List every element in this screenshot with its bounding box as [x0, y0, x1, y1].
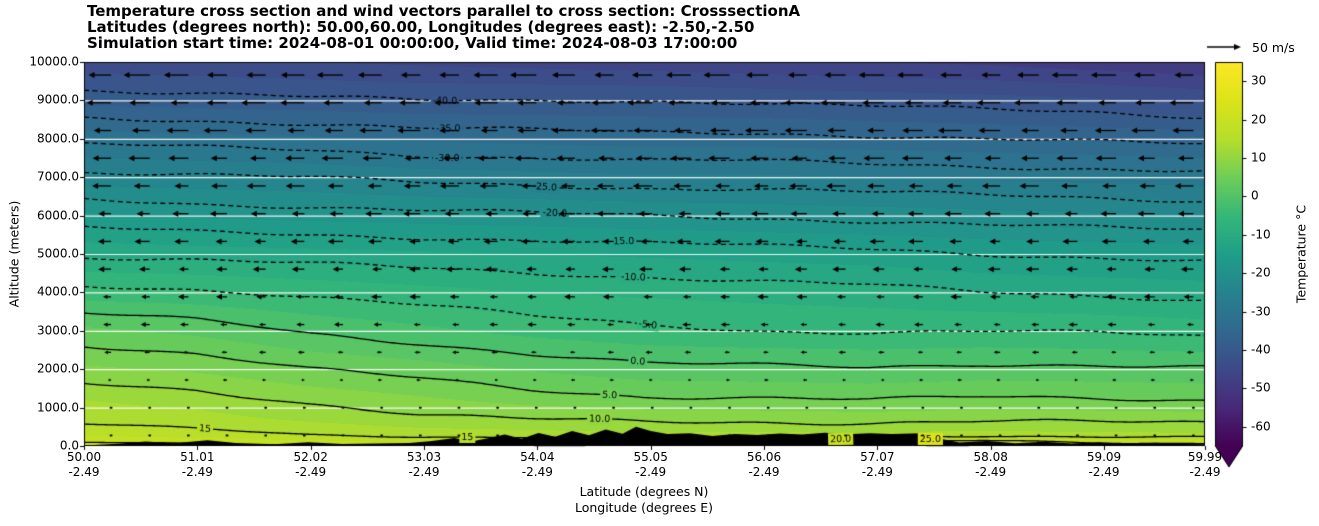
x-tick-label: 53.03 -2.49: [407, 450, 441, 480]
y-tick-label: 2000.0: [37, 361, 79, 376]
x-tick-latitude: 54.04: [520, 450, 555, 464]
x-tick-label: 51.01 -2.49: [180, 450, 214, 480]
x-tick-latitude: 55.05: [633, 450, 668, 464]
title-line-2: Latitudes (degrees north): 50.00,60.00, …: [87, 18, 755, 36]
x-tick-longitude: -2.49: [635, 465, 667, 479]
colorbar-label: Temperature °C: [1293, 204, 1309, 304]
x-tick-label: 56.06 -2.49: [747, 450, 781, 480]
x-tick-label: 52.02 -2.49: [293, 450, 327, 480]
x-tick-label: 54.04 -2.49: [520, 450, 554, 480]
colorbar-tick-label: -20: [1251, 265, 1271, 280]
y-tick-label: 9000.0: [37, 92, 79, 107]
x-tick-longitude: -2.49: [1088, 465, 1120, 479]
x-tick-label: 50.00 -2.49: [67, 450, 101, 480]
colorbar-tick-label: -30: [1251, 304, 1271, 319]
x-tick-latitude: 51.01: [180, 450, 215, 464]
colorbar-tick-label: -10: [1251, 227, 1271, 242]
colorbar-tick-label: -40: [1251, 342, 1271, 357]
colorbar-tick-label: -50: [1251, 380, 1271, 395]
x-tick-longitude: -2.49: [181, 465, 213, 479]
x-tick-latitude: 58.08: [973, 450, 1008, 464]
x-tick-longitude: -2.49: [748, 465, 780, 479]
colorbar-tick-label: 0: [1251, 188, 1259, 203]
y-tick-label: 6000.0: [37, 208, 79, 223]
x-tick-longitude: -2.49: [68, 465, 100, 479]
title-line-3: Simulation start time: 2024-08-01 00:00:…: [87, 34, 738, 52]
x-tick-label: 55.05 -2.49: [633, 450, 667, 480]
colorbar-tick-label: 20: [1251, 112, 1267, 127]
x-tick-longitude: -2.49: [1189, 465, 1221, 479]
x-tick-latitude: 57.07: [860, 450, 895, 464]
y-axis-label: Altitude (meters): [6, 200, 22, 308]
y-tick-label: 7000.0: [37, 169, 79, 184]
y-tick-label: 0.0: [59, 438, 79, 453]
x-tick-latitude: 56.06: [746, 450, 782, 464]
quiver-key-label: 50 m/s: [1252, 40, 1295, 55]
x-axis-label-latitude: Latitude (degrees N): [579, 484, 709, 499]
x-tick-longitude: -2.49: [975, 465, 1007, 479]
x-tick-label: 59.09 -2.49: [1087, 450, 1121, 480]
x-tick-longitude: -2.49: [408, 465, 440, 479]
x-tick-latitude: 59.09: [1086, 450, 1122, 464]
y-tick-label: 1000.0: [37, 400, 79, 415]
x-tick-latitude: 59.99: [1187, 450, 1223, 464]
y-tick-label: 5000.0: [37, 246, 79, 261]
title-line-1: Temperature cross section and wind vecto…: [87, 2, 801, 20]
x-tick-label: 59.99 -2.49: [1188, 450, 1222, 480]
x-tick-latitude: 50.00: [66, 450, 102, 464]
colorbar-tick-label: 10: [1251, 150, 1267, 165]
x-tick-latitude: 52.02: [293, 450, 328, 464]
x-tick-latitude: 53.03: [406, 450, 442, 464]
x-tick-longitude: -2.49: [861, 465, 893, 479]
y-tick-label: 4000.0: [37, 284, 79, 299]
colorbar-tick-label: -60: [1251, 419, 1271, 434]
x-axis-label-longitude: Longitude (degrees E): [574, 500, 714, 515]
x-tick-longitude: -2.49: [295, 465, 327, 479]
x-tick-label: 57.07 -2.49: [860, 450, 894, 480]
y-tick-label: 3000.0: [37, 323, 79, 338]
x-tick-label: 58.08 -2.49: [973, 450, 1007, 480]
x-tick-longitude: -2.49: [521, 465, 553, 479]
y-tick-label: 10000.0: [29, 54, 79, 69]
colorbar-tick-label: 30: [1251, 73, 1267, 88]
y-tick-label: 8000.0: [37, 131, 79, 146]
